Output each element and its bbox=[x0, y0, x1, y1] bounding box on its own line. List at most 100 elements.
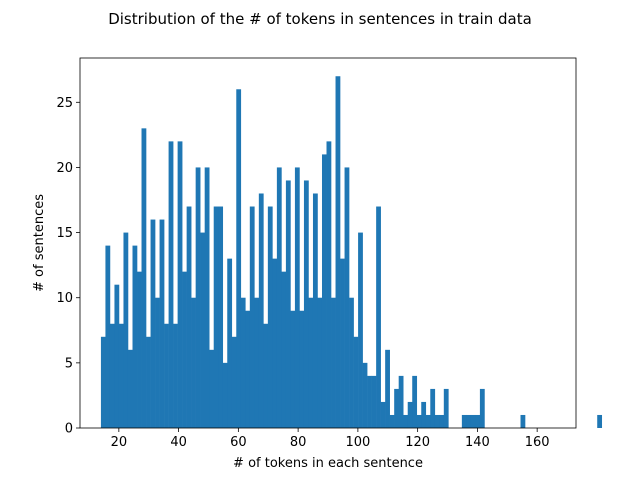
x-axis-ticks: 20 40 60 80 100 120 140 160 bbox=[111, 428, 550, 450]
histogram-bar bbox=[123, 232, 129, 428]
histogram-bar bbox=[421, 401, 427, 428]
histogram-bar bbox=[146, 336, 151, 428]
histogram-bar bbox=[403, 414, 409, 428]
chart-title: Distribution of the # of tokens in sente… bbox=[108, 10, 532, 28]
histogram-bar bbox=[200, 232, 205, 428]
y-tick-label: 5 bbox=[65, 356, 73, 371]
histogram-bar bbox=[362, 362, 368, 428]
histogram-bar bbox=[303, 180, 309, 428]
histogram-bar bbox=[222, 362, 228, 428]
histogram-bar bbox=[335, 76, 341, 429]
histogram-bar bbox=[240, 297, 246, 428]
histogram-bar bbox=[416, 414, 422, 428]
histogram-bar bbox=[439, 414, 445, 428]
histogram-bar bbox=[209, 349, 215, 428]
histogram-bar bbox=[344, 167, 350, 428]
y-tick-label: 10 bbox=[56, 291, 73, 306]
histogram-bar bbox=[326, 141, 332, 428]
histogram-bar bbox=[173, 323, 178, 428]
histogram-bar bbox=[114, 284, 120, 428]
histogram-bar bbox=[218, 206, 224, 428]
histogram-bar bbox=[186, 206, 192, 428]
x-tick-label: 60 bbox=[230, 435, 247, 450]
histogram-bar bbox=[340, 258, 345, 428]
histogram-bar bbox=[312, 193, 318, 428]
histogram-bar bbox=[290, 310, 296, 428]
histogram-bar bbox=[227, 258, 233, 428]
histogram-bar bbox=[132, 245, 138, 428]
y-axis-ticks: 0 5 10 15 20 25 bbox=[56, 96, 80, 437]
histogram-bar bbox=[349, 297, 354, 428]
histogram-bar bbox=[182, 271, 187, 428]
histogram-bar bbox=[204, 167, 210, 428]
histogram-bar bbox=[263, 323, 269, 428]
histogram-bar bbox=[254, 297, 260, 428]
y-tick-label: 0 bbox=[65, 422, 73, 437]
histogram-bar bbox=[461, 414, 467, 428]
x-tick-label: 40 bbox=[170, 435, 187, 450]
histogram-bar bbox=[150, 219, 156, 428]
histogram-bar bbox=[479, 388, 485, 428]
histogram-bar bbox=[443, 388, 449, 428]
histogram-bar bbox=[195, 167, 201, 428]
histogram-bar bbox=[276, 167, 282, 428]
y-tick-label: 20 bbox=[56, 161, 73, 176]
histogram-bar bbox=[299, 310, 305, 428]
histogram-bar bbox=[191, 297, 196, 428]
histogram-bar bbox=[597, 414, 603, 428]
histogram-bar bbox=[164, 323, 169, 428]
histogram-bar bbox=[285, 180, 291, 428]
histogram-bar bbox=[430, 388, 436, 428]
plot-frame bbox=[79, 57, 577, 429]
histogram-bar bbox=[236, 89, 242, 429]
histogram-bar bbox=[155, 297, 160, 428]
histogram-bar bbox=[272, 258, 278, 428]
histogram-bar bbox=[213, 206, 219, 428]
histogram-bar bbox=[258, 193, 264, 428]
histogram-bar bbox=[159, 219, 165, 428]
histogram-bar bbox=[118, 323, 124, 428]
histogram-bar bbox=[380, 401, 386, 428]
histogram-bar bbox=[358, 232, 363, 428]
histogram-bar bbox=[331, 297, 336, 428]
histogram-bar bbox=[434, 414, 440, 428]
histogram-bar bbox=[520, 414, 526, 428]
x-tick-label: 20 bbox=[111, 435, 128, 450]
histogram-bar bbox=[394, 388, 399, 428]
histogram-bar bbox=[294, 167, 300, 428]
histogram-bar bbox=[127, 349, 133, 428]
histogram-bar bbox=[367, 375, 372, 428]
y-tick-label: 25 bbox=[56, 96, 73, 111]
histogram-bar bbox=[398, 375, 404, 428]
histogram-bar bbox=[137, 271, 142, 428]
histogram-bar bbox=[231, 336, 237, 428]
histogram-bar bbox=[177, 141, 183, 428]
histogram-bar bbox=[317, 297, 323, 428]
x-tick-label: 80 bbox=[290, 435, 307, 450]
histogram-bar bbox=[249, 206, 255, 428]
x-tick-label: 120 bbox=[405, 435, 430, 450]
histogram-bar bbox=[353, 336, 359, 428]
x-tick-label: 140 bbox=[465, 435, 490, 450]
histogram-bar bbox=[109, 323, 115, 428]
y-axis-label: # of sentences bbox=[32, 194, 47, 292]
histogram-bar bbox=[407, 401, 413, 428]
histogram-bar bbox=[141, 128, 147, 428]
histogram-bar bbox=[308, 297, 314, 428]
x-tick-label: 160 bbox=[525, 435, 550, 450]
histogram-bar bbox=[475, 414, 481, 428]
histogram-bar bbox=[385, 349, 390, 428]
histogram-bar bbox=[168, 141, 174, 428]
histogram-bar bbox=[321, 154, 327, 428]
histogram-bar bbox=[267, 206, 273, 428]
histogram-bar bbox=[100, 336, 106, 428]
histogram-bar bbox=[371, 375, 377, 428]
histogram-bar bbox=[466, 414, 472, 428]
histogram-bar bbox=[376, 206, 381, 428]
bars-group bbox=[100, 76, 603, 429]
histogram-bar bbox=[412, 375, 418, 428]
histogram-bar bbox=[470, 414, 476, 428]
histogram-bar bbox=[425, 414, 431, 428]
histogram-bar bbox=[281, 271, 287, 428]
